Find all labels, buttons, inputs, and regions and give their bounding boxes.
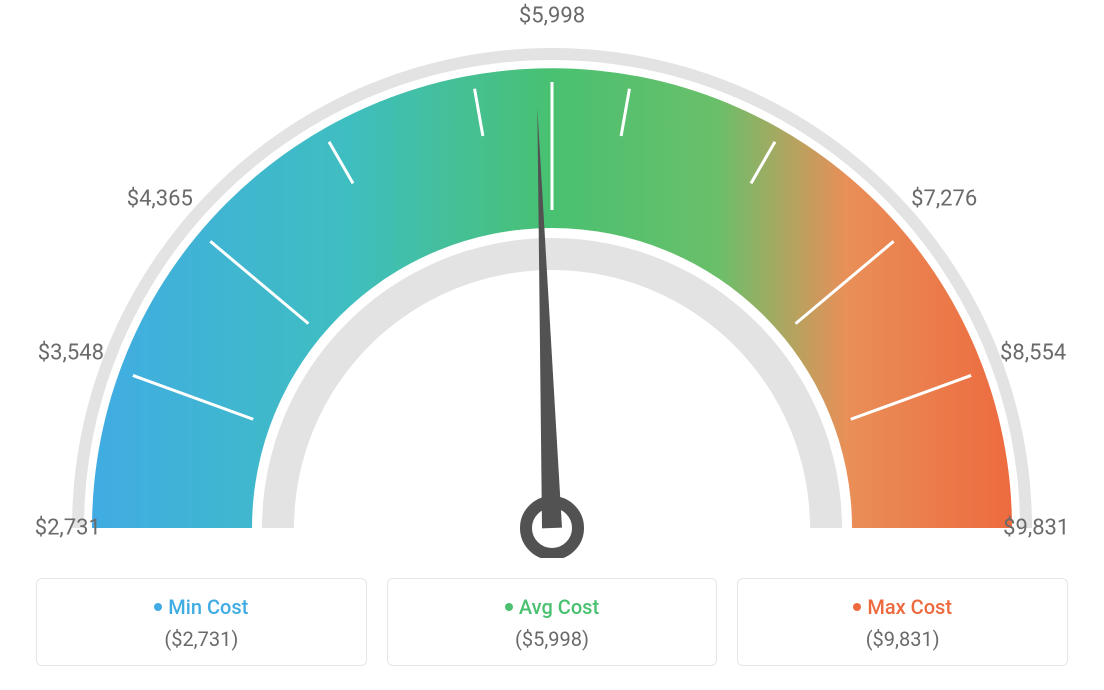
gauge-tick-label: $4,365: [127, 186, 193, 211]
gauge-tick-label: $8,554: [1000, 340, 1066, 365]
legend-card-min-cost: Min Cost ($2,731): [36, 578, 367, 666]
gauge-tick-label: $9,831: [1003, 516, 1069, 541]
gauge-svg: [37, 18, 1067, 558]
legend-card-max-cost: Max Cost ($9,831): [737, 578, 1068, 666]
legend-label-text: Min Cost: [168, 595, 248, 619]
legend-label: Avg Cost: [505, 595, 599, 619]
gauge-tick-label: $3,548: [38, 340, 104, 365]
legend-label: Max Cost: [853, 595, 952, 619]
legend-card-avg-cost: Avg Cost ($5,998): [387, 578, 718, 666]
legend-dot-icon: [505, 603, 513, 611]
gauge-tick-label: $5,998: [519, 4, 585, 29]
legend-value: ($9,831): [750, 627, 1055, 651]
legend-value: ($5,998): [400, 627, 705, 651]
legend-label: Min Cost: [154, 595, 248, 619]
legend-label-text: Avg Cost: [519, 595, 599, 619]
legend-value: ($2,731): [49, 627, 354, 651]
legend-dot-icon: [154, 603, 162, 611]
gauge-tick-label: $7,276: [911, 186, 977, 211]
gauge-tick-label: $2,731: [35, 516, 101, 541]
gauge-chart: $2,731$3,548$4,365$5,998$7,276$8,554$9,8…: [37, 18, 1067, 558]
legend-dot-icon: [853, 603, 861, 611]
legend-row: Min Cost ($2,731) Avg Cost ($5,998) Max Cost…: [36, 578, 1068, 666]
legend-label-text: Max Cost: [867, 595, 952, 619]
